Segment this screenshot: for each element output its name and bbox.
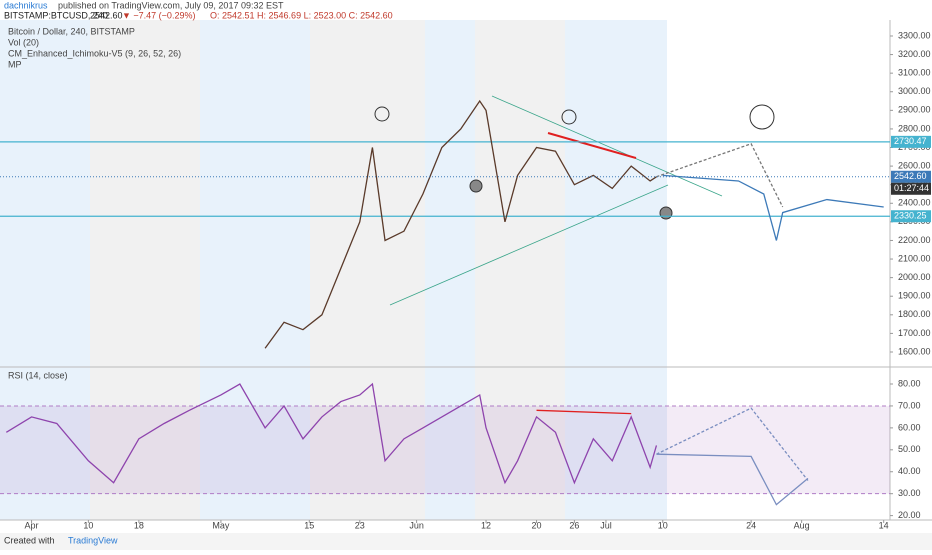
series-line [656, 407, 809, 481]
band [90, 20, 200, 520]
y-tick-label: 30.00 [898, 488, 921, 498]
x-tick-label: 23 [355, 520, 365, 530]
x-tick-label: Jul [600, 520, 612, 530]
x-tick-label: 10 [83, 520, 93, 530]
x-tick-label: 14 [879, 520, 889, 530]
y-tick-label: 3300.00 [898, 30, 931, 40]
rsi-title: RSI (14, close) [8, 370, 68, 380]
y-tick-label: 60.00 [898, 422, 921, 432]
x-tick-label: Jun [409, 520, 424, 530]
legend-item: CM_Enhanced_Ichimoku-V5 (9, 26, 52, 26) [8, 48, 181, 58]
series-line [656, 453, 809, 506]
band [425, 20, 475, 520]
price-label: 2730.47 [894, 136, 927, 146]
x-tick-label: 15 [304, 520, 314, 530]
legend-item: MP [8, 59, 22, 69]
series-line [536, 409, 632, 415]
y-tick-label: 2600.00 [898, 160, 931, 170]
last: 2542.60 [90, 10, 123, 20]
x-tick-label: 20 [532, 520, 542, 530]
y-tick-label: 3200.00 [898, 49, 931, 59]
x-tick-label: 10 [658, 520, 668, 530]
price-label-bg [891, 170, 931, 183]
price-label-bg [891, 182, 931, 195]
legend-item: Vol (20) [8, 37, 39, 47]
band [565, 20, 667, 520]
y-tick-label: 80.00 [898, 378, 921, 388]
band [310, 20, 425, 520]
y-tick-label: 3100.00 [898, 68, 931, 78]
series-line [656, 142, 784, 208]
ohlc: O: 2542.51 H: 2546.69 L: 2523.00 C: 2542… [210, 10, 393, 20]
y-tick-label: 1800.00 [898, 309, 931, 319]
footer [0, 533, 932, 550]
price-label: 2330.25 [894, 211, 927, 221]
y-tick-label: 2100.00 [898, 253, 931, 263]
y-tick-label: 2900.00 [898, 105, 931, 115]
circle [469, 179, 483, 193]
y-tick-label: 70.00 [898, 400, 921, 410]
price-label: 01:27:44 [894, 183, 929, 193]
x-tick-label: Apr [25, 520, 39, 530]
y-tick-label: 2000.00 [898, 272, 931, 282]
drawings [374, 95, 775, 306]
y-tick-label: 3000.00 [898, 86, 931, 96]
y-tick-label: 20.00 [898, 510, 921, 520]
y-tick-label: 50.00 [898, 444, 921, 454]
footer-brand[interactable]: TradingView [68, 535, 118, 545]
series-line [5, 382, 658, 485]
y-tick-label: 2200.00 [898, 235, 931, 245]
session-bands [0, 20, 667, 520]
trendline [547, 132, 637, 159]
legend-item: Bitcoin / Dollar, 240, BITSTAMP [8, 26, 135, 36]
rsi-band [0, 405, 890, 494]
author[interactable]: dachnikrus [4, 0, 48, 10]
x-tick-label: 18 [134, 520, 144, 530]
band [475, 20, 565, 520]
y-tick-label: 1600.00 [898, 346, 931, 356]
symbol: BITSTAMP:BTCUSD, 240 [4, 10, 108, 20]
price-label-bg [891, 210, 931, 223]
change: ▼ −7.47 (−0.29%) [122, 10, 195, 20]
circle [749, 104, 775, 130]
price-label: 2542.60 [894, 171, 927, 181]
x-tick-label: 12 [481, 520, 491, 530]
x-tick-label: Aug [794, 520, 810, 530]
circle [659, 206, 673, 220]
circle [561, 109, 577, 125]
series-line [264, 99, 657, 349]
y-tick-label: 1900.00 [898, 291, 931, 301]
x-tick-label: May [212, 520, 230, 530]
trendline [491, 95, 723, 197]
x-tick-label: 26 [569, 520, 579, 530]
price-label-bg [891, 135, 931, 148]
band [200, 20, 310, 520]
trendline [389, 184, 669, 306]
y-tick-label: 2400.00 [898, 198, 931, 208]
y-tick-label: 40.00 [898, 466, 921, 476]
circle [374, 106, 390, 122]
published: published on TradingView.com, July 09, 2… [58, 0, 284, 10]
series-line [662, 174, 884, 241]
y-tick-label: 1700.00 [898, 328, 931, 338]
y-tick-label: 2800.00 [898, 123, 931, 133]
x-tick-label: 24 [746, 520, 756, 530]
band [0, 20, 90, 520]
footer-text: Created with [4, 535, 55, 545]
